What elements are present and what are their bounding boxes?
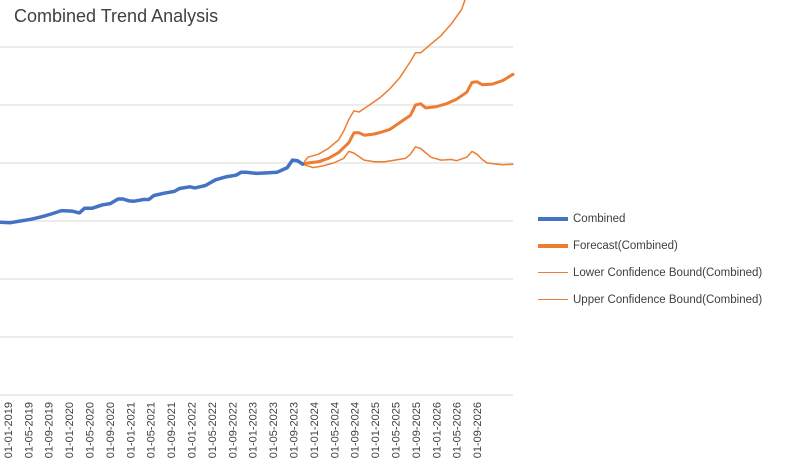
x-tick-label: 01-05-2022 [207, 402, 219, 458]
x-tick-label: 01-01-2019 [3, 402, 15, 458]
x-tick-label: 01-09-2026 [472, 402, 484, 458]
x-tick-label: 01-05-2025 [391, 402, 403, 458]
legend-item-combined: Combined [538, 205, 788, 232]
x-tick-label: 01-09-2019 [44, 402, 56, 458]
series-line-forecast [303, 74, 513, 164]
x-tick-label: 01-05-2023 [268, 402, 280, 458]
x-tick-label: 01-09-2025 [411, 402, 423, 458]
x-tick-label: 01-05-2020 [85, 402, 97, 458]
x-tick-label: 01-09-2021 [166, 402, 178, 458]
chart-legend: Combined Forecast(Combined) Lower Confid… [538, 205, 788, 313]
x-tick-label: 01-05-2019 [23, 402, 35, 458]
series-line-combined [0, 160, 303, 223]
x-tick-label: 01-05-2021 [146, 402, 158, 458]
legend-item-forecast: Forecast(Combined) [538, 232, 788, 259]
x-tick-label: 01-01-2026 [431, 402, 443, 458]
x-tick-label: 01-05-2024 [329, 402, 341, 458]
legend-swatch-lower-bound [538, 272, 568, 274]
legend-item-upper-bound: Upper Confidence Bound(Combined) [538, 286, 788, 313]
legend-label-combined: Combined [573, 213, 625, 225]
x-tick-label: 01-01-2022 [187, 402, 199, 458]
x-tick-label: 01-01-2024 [309, 402, 321, 458]
legend-swatch-combined [538, 217, 568, 221]
x-tick-label: 01-01-2021 [125, 402, 137, 458]
x-tick-label: 01-05-2026 [452, 402, 464, 458]
legend-label-upper-bound: Upper Confidence Bound(Combined) [573, 294, 762, 306]
series-line-lower-bound [303, 147, 513, 168]
x-tick-label: 01-09-2024 [350, 402, 362, 458]
x-tick-label: 01-01-2025 [370, 402, 382, 458]
legend-label-forecast: Forecast(Combined) [573, 240, 678, 252]
legend-item-lower-bound: Lower Confidence Bound(Combined) [538, 259, 788, 286]
series-line-upper-bound [303, 0, 513, 164]
x-tick-label: 01-01-2023 [248, 402, 260, 458]
legend-swatch-upper-bound [538, 299, 568, 301]
x-tick-label: 01-01-2020 [64, 402, 76, 458]
x-tick-label: 01-09-2022 [227, 402, 239, 458]
legend-swatch-forecast [538, 244, 568, 248]
x-tick-label: 01-09-2020 [105, 402, 117, 458]
legend-label-lower-bound: Lower Confidence Bound(Combined) [573, 267, 762, 279]
x-tick-label: 01-09-2023 [289, 402, 301, 458]
